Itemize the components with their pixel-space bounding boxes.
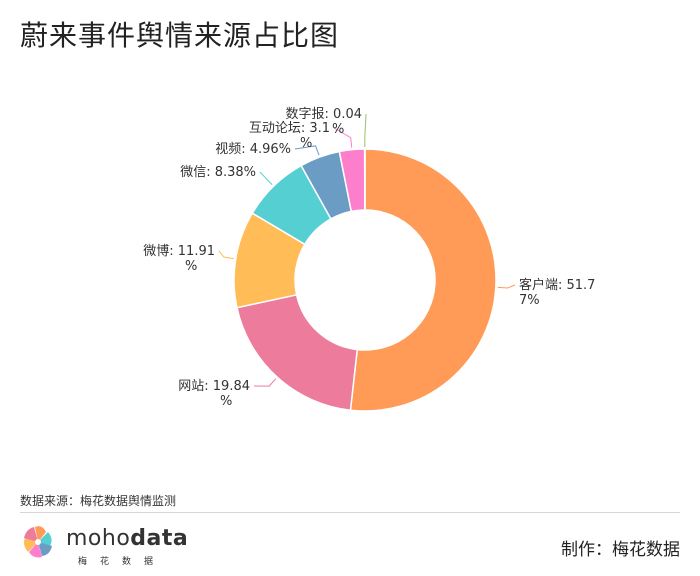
brand-name: mohodata [66,526,189,551]
slice-label-6: 数字报: 0.04% [286,107,362,137]
chart-title: 蔚来事件舆情来源占比图 [20,19,340,52]
leader-line-1 [253,378,277,387]
slice-label-3: 微信: 8.38% [180,165,256,180]
donut-chart: 客户端: 51.7 7%网站: 19.84 %微博: 11.91 %微信: 8.38%… [143,107,595,412]
slice-label-line2-0: 7% [519,293,540,308]
slice-label-line1-1: 网站: 19.84 [178,379,250,394]
slice-label-line2-6: % [332,122,344,137]
footer-divider [20,512,680,513]
brand-logo: mohodata 梅花数据 [20,524,200,568]
data-source-note: 数据来源：梅花数据舆情监测 [20,494,177,508]
slice-label-line1-4: 视频: 4.96% [215,142,291,157]
slice-label-line1-5: 互动论坛: 3.1 [249,121,330,136]
slice-1[interactable] [236,293,359,412]
slice-label-5: 互动论坛: 3.1% [249,121,330,151]
leader-line-4 [294,145,320,156]
slice-label-line1-6: 数字报: 0.04 [286,107,362,122]
leader-lines-group [218,113,516,387]
slice-label-1: 网站: 19.84% [178,379,250,409]
brand-subtitle: 梅花数据 [78,557,167,567]
slice-0[interactable] [349,148,497,412]
slice-label-line1-2: 微博: 11.91 [143,244,215,259]
slice-label-line2-2: % [185,259,197,274]
slice-label-line1-0: 客户端: 51.7 [519,277,595,293]
slice-label-line1-3: 微信: 8.38% [180,165,256,180]
leader-line-6 [364,113,367,148]
leader-line-3 [259,171,273,186]
slice-label-4: 视频: 4.96% [215,142,291,157]
slice-label-2: 微博: 11.91% [143,244,215,274]
leader-line-0 [497,284,516,289]
labels-group: 客户端: 51.7 7%网站: 19.84 %微博: 11.91 %微信: 8.38%… [143,107,595,409]
maker-credit: 制作：梅花数据 [561,540,680,560]
leader-line-5 [333,127,353,148]
leader-line-2 [218,250,234,260]
slice-label-line2-5: % [300,136,312,151]
slice-label-line2-1: % [220,394,232,409]
pinwheel-logo-icon [24,526,52,558]
slices-group [233,148,497,412]
slice-label-0: 客户端: 51.7 7% [519,277,595,308]
